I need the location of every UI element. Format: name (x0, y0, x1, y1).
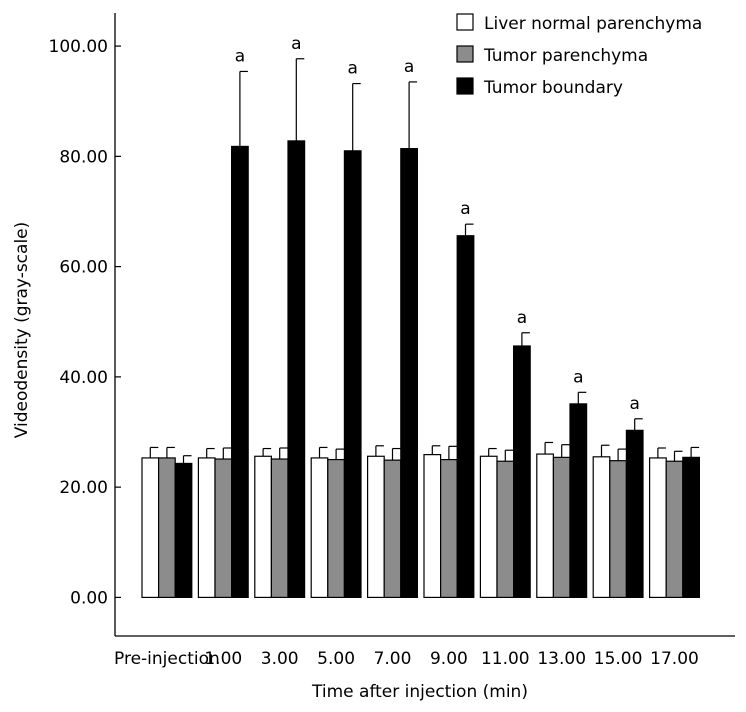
bar (343, 150, 362, 599)
legend-swatch (456, 45, 474, 63)
significance-label: a (404, 57, 414, 77)
x-tick-label: 7.00 (374, 649, 412, 669)
bar (383, 459, 402, 599)
plot-area: 0.00 20.00 40.00 60.00 80.00 100.00 Pre-inject… (49, 13, 735, 669)
bar (569, 403, 588, 599)
bar (592, 456, 611, 599)
bar (214, 458, 233, 599)
bar (270, 458, 289, 599)
legend-swatch (456, 13, 474, 31)
bar (141, 457, 160, 599)
bar (197, 457, 216, 599)
bar (254, 455, 273, 599)
x-tick-label: 9.00 (430, 649, 468, 669)
x-tick-label: Pre-injection (114, 649, 220, 669)
bar (367, 455, 385, 599)
legend-label: Tumor boundary (483, 78, 623, 98)
bar (310, 457, 329, 599)
x-axis-title: Time after injection (min) (311, 682, 528, 702)
x-tick-label: 1.00 (204, 649, 242, 669)
x-tick-label: 15.00 (594, 649, 643, 669)
bar (552, 456, 571, 599)
y-axis-title: Videodensity (gray-scale) (12, 222, 32, 439)
bar (440, 458, 458, 599)
bar (158, 457, 176, 599)
legend-label: Liver normal parenchyma (484, 14, 702, 34)
legend-label: Tumor parenchyma (483, 46, 648, 66)
x-tick-label: 17.00 (650, 649, 699, 669)
bar (423, 454, 442, 599)
bar (665, 460, 684, 599)
significance-label: a (517, 308, 527, 328)
x-tick-label: 5.00 (317, 649, 355, 669)
bar (479, 455, 498, 599)
bar (536, 453, 554, 599)
bar (496, 460, 515, 599)
x-tick-label: 13.00 (537, 649, 586, 669)
significance-label: a (573, 367, 583, 387)
significance-label: a (291, 34, 301, 54)
bar (400, 148, 418, 599)
bar (231, 145, 249, 599)
significance-label: a (235, 46, 245, 66)
bar (648, 457, 667, 599)
bar (174, 462, 193, 599)
y-tick-label: 0.00 (70, 588, 108, 608)
x-tick-label: 3.00 (261, 649, 299, 669)
y-tick-label: 80.00 (59, 147, 108, 167)
significance-label: a (629, 394, 639, 414)
y-tick-label: 20.00 (59, 478, 108, 498)
bar (456, 235, 475, 599)
bar (609, 460, 627, 599)
bar (327, 458, 345, 599)
y-tick-label: 60.00 (59, 258, 108, 278)
y-tick-label: 40.00 (59, 368, 108, 388)
bar (512, 345, 531, 599)
significance-label: a (347, 59, 357, 79)
bar (625, 429, 644, 599)
legend-swatch (456, 77, 474, 95)
bar (287, 140, 306, 599)
y-tick-label: 100.00 (49, 37, 108, 57)
bar (682, 456, 700, 599)
x-tick-label: 11.00 (481, 649, 530, 669)
significance-label: a (460, 199, 470, 219)
